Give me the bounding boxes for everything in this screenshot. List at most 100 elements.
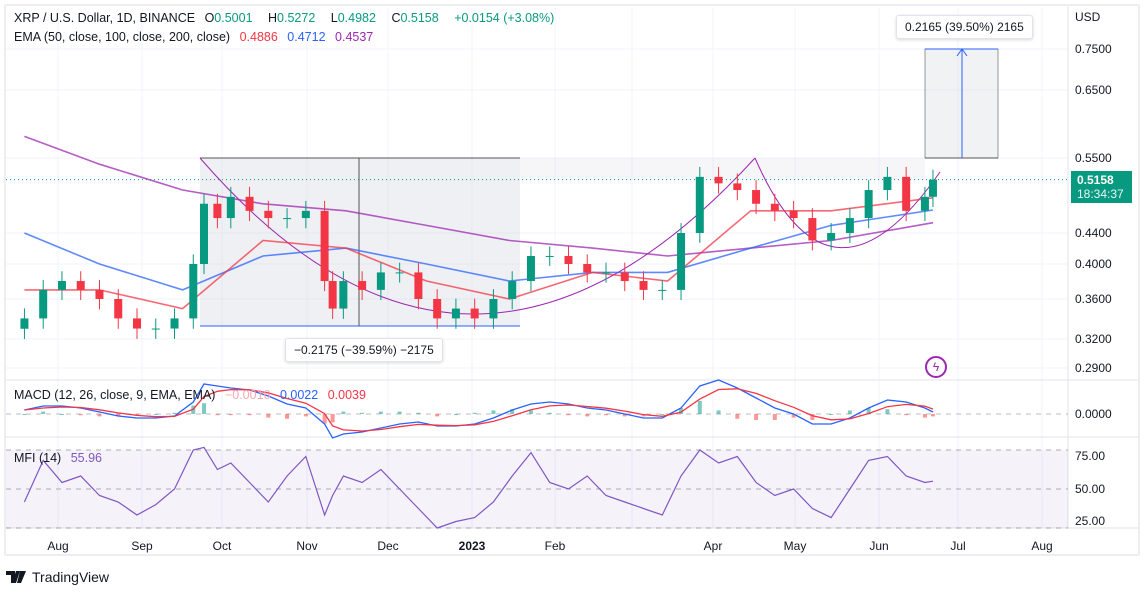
candle [301,210,310,219]
macd-histogram-bar [360,412,365,414]
candle [489,299,498,319]
macd-histogram-bar [697,400,702,414]
macd-legend[interactable]: MACD (12, 26, close, 9, EMA, EMA) −0.001… [14,388,372,402]
candle [200,203,208,264]
macd-histogram-bar [810,414,815,420]
ema100-line [24,209,934,291]
macd-histogram-bar [491,410,496,414]
tradingview-logo[interactable]: TradingView [6,569,109,585]
mfi-tick: 50.00 [1075,482,1106,496]
macd-histogram-bar [754,414,759,420]
measure-up-label[interactable]: 0.2165 (39.50%) 2165 [896,15,1033,39]
candle [658,289,667,291]
current-price-tag: 0.5158 18:34:37 [1071,171,1132,203]
measure-down-label[interactable]: −0.2175 (−39.59%) −2175 [285,338,443,362]
macd-histogram-bar [585,414,590,417]
macd-histogram-bar [247,414,252,416]
candle [57,281,66,290]
candle [170,318,179,329]
candle [928,179,937,197]
candle [714,176,723,184]
chart-frame [4,4,1140,556]
time-tick: Sep [131,539,153,553]
macd-tick: 0.0000 [1075,407,1112,421]
candle [358,281,367,290]
bar-countdown: 18:34:37 [1077,187,1124,201]
candle [283,218,292,220]
candle [695,176,704,233]
range-extension [520,158,925,180]
macd-histogram-bar [829,414,834,415]
candle [677,233,686,290]
macd-histogram-bar [772,414,777,420]
mfi-value: 55.96 [70,451,102,465]
macd-histogram-bar [528,410,533,414]
candle [602,272,610,274]
time-tick: Jun [869,539,889,553]
tradingview-logo-icon [6,571,26,583]
macd-histogram-bar [378,411,383,414]
macd-histogram-bar [215,414,220,416]
candle [213,203,222,219]
close-label: C [391,11,401,25]
ema-legend[interactable]: EMA (50, close, 100, close, 200, close) … [14,30,379,44]
price-tick: 0.2900 [1075,361,1112,375]
macd-signal-line [24,388,934,432]
mfi-tick: 25.00 [1075,514,1106,528]
ohlc-low: L0.4982 [331,11,382,25]
candle [845,218,854,233]
candle [508,281,517,299]
lightning-icon[interactable]: ϟ [925,356,947,378]
candle [414,272,423,299]
candle [451,308,460,319]
high-label: H [268,11,278,25]
macd-histogram-bar [930,414,935,417]
macd-histogram-bar [866,408,871,414]
mfi-legend[interactable]: MFI (14) 55.96 [14,451,108,465]
candle [789,210,798,219]
macd-histogram-bar [135,414,139,416]
macd-histogram-bar [397,411,402,414]
price-tick: 0.5500 [1075,151,1112,165]
macd-histogram-bar [660,414,665,415]
price-tick: 0.4400 [1075,226,1112,240]
high-value: 0.5272 [277,11,316,25]
macd-histogram-bar [59,414,64,415]
symbol-title: XRP / U.S. Dollar, 1D, BINANCE [14,11,196,25]
candle [752,190,761,204]
ema50-line [24,197,934,310]
macd-histogram-bar [416,412,421,414]
open-label: O [204,11,215,25]
candle [920,196,929,211]
time-tick: May [783,539,807,553]
macd-histogram-bar [847,410,852,414]
low-label: L [330,11,338,25]
ema50-value: 0.4886 [239,30,278,44]
macd-histogram-bar [285,414,290,419]
macd-histogram-bar [435,414,440,417]
candle [339,281,348,309]
candle [526,255,535,282]
macd-histogram-bar [547,412,552,414]
candle [733,183,742,191]
macd-histogram-bar [228,414,233,416]
candle [95,289,104,299]
candle [639,281,648,290]
candle [545,255,554,257]
macd-histogram-bar [716,410,721,414]
macd-histogram-bar [172,412,177,414]
close-value: 0.5158 [400,11,439,25]
low-value: 0.4982 [337,11,376,25]
time-tick: Jul [950,539,966,553]
candle [264,210,273,219]
time-tick: Dec [377,539,399,553]
macd-histogram-bar [604,414,608,416]
macd-histogram-bar [116,414,121,417]
candle [20,318,29,329]
ema200-line [24,135,934,257]
brand-name: TradingView [32,569,110,585]
price-tick: 0.4000 [1075,257,1112,271]
macd-histogram-bar [153,414,158,415]
time-tick: Aug [47,539,69,553]
